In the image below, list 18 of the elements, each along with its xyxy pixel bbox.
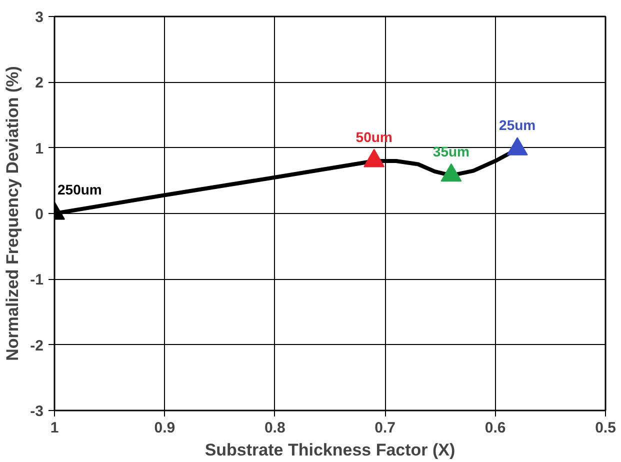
x-axis-title: Substrate Thickness Factor (X) — [204, 440, 456, 460]
x-tick-label: 1 — [50, 420, 59, 436]
y-tick-label: -2 — [30, 337, 44, 354]
series-label: 250um — [58, 182, 102, 198]
x-tick-label: 0.9 — [154, 420, 176, 436]
series-label: 35um — [432, 143, 470, 160]
y-tick-label: 2 — [35, 74, 44, 92]
series-label: 25um — [499, 117, 536, 134]
y-tick-label: 1 — [35, 140, 44, 158]
y-tick-label: 0 — [35, 206, 44, 223]
x-tick-label: 0.7 — [374, 420, 396, 436]
x-tick-label: 0.8 — [264, 420, 286, 436]
y-tick-label: 3 — [35, 9, 44, 26]
y-tick-label: -3 — [30, 403, 44, 420]
y-tick-label: -1 — [30, 272, 44, 289]
x-tick-label: 0.6 — [484, 420, 506, 436]
x-tick-label: 0.5 — [595, 420, 616, 436]
y-axis-title: Normalized Frequency Deviation (%) — [3, 66, 22, 361]
